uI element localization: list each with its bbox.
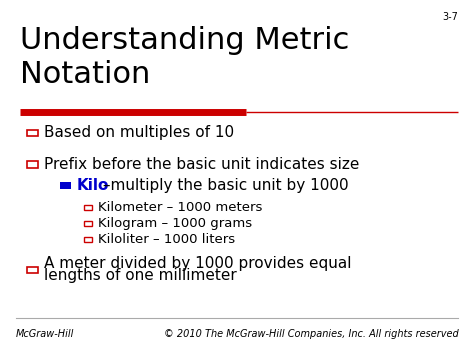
Text: Kilometer – 1000 meters: Kilometer – 1000 meters: [98, 201, 263, 214]
Text: Kilogram – 1000 grams: Kilogram – 1000 grams: [98, 217, 252, 230]
Text: 3-7: 3-7: [443, 12, 458, 22]
FancyBboxPatch shape: [27, 130, 37, 136]
Text: Kiloliter – 1000 liters: Kiloliter – 1000 liters: [98, 233, 235, 246]
Text: A meter divided by 1000 provides equal: A meter divided by 1000 provides equal: [44, 256, 351, 271]
Text: lengths of one millimeter: lengths of one millimeter: [44, 268, 237, 283]
Text: Understanding Metric
Notation: Understanding Metric Notation: [20, 26, 350, 89]
FancyBboxPatch shape: [27, 267, 37, 273]
FancyBboxPatch shape: [60, 182, 71, 189]
Text: © 2010 The McGraw-Hill Companies, Inc. All rights reserved: © 2010 The McGraw-Hill Companies, Inc. A…: [164, 329, 458, 339]
Text: Prefix before the basic unit indicates size: Prefix before the basic unit indicates s…: [44, 157, 359, 171]
FancyBboxPatch shape: [27, 161, 37, 168]
Text: McGraw-Hill: McGraw-Hill: [16, 329, 74, 339]
FancyBboxPatch shape: [84, 237, 92, 242]
Text: –multiply the basic unit by 1000: –multiply the basic unit by 1000: [98, 178, 348, 193]
Text: Based on multiples of 10: Based on multiples of 10: [44, 125, 234, 140]
FancyBboxPatch shape: [84, 221, 92, 226]
FancyBboxPatch shape: [84, 204, 92, 210]
Text: Kilo: Kilo: [77, 178, 109, 193]
